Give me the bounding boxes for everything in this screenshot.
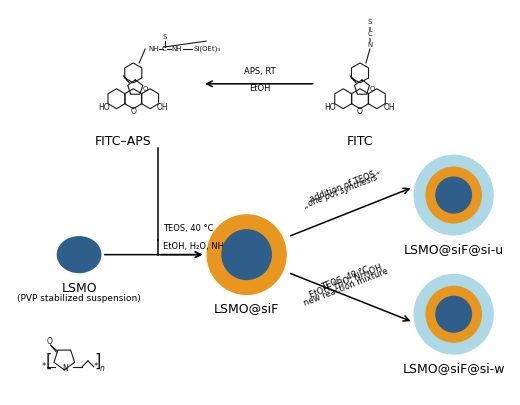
Text: N: N xyxy=(367,42,372,48)
Text: C: C xyxy=(368,31,372,37)
Text: OH: OH xyxy=(157,103,168,112)
Text: OH: OH xyxy=(384,103,395,112)
Text: „one pot synthesis“: „one pot synthesis“ xyxy=(303,171,383,210)
Text: new reaction mixture: new reaction mixture xyxy=(302,267,389,308)
Text: TEOS, 40 °C: TEOS, 40 °C xyxy=(320,266,371,292)
Text: TEOS, 40 °C: TEOS, 40 °C xyxy=(163,224,213,233)
Text: LSMO@siF: LSMO@siF xyxy=(214,302,279,315)
Text: O: O xyxy=(47,337,53,345)
Circle shape xyxy=(436,177,472,213)
Text: O: O xyxy=(131,107,136,116)
Text: HO: HO xyxy=(324,103,336,112)
Text: FITC: FITC xyxy=(347,135,373,149)
Text: NH: NH xyxy=(148,46,159,52)
Text: EtOH: EtOH xyxy=(249,84,270,93)
Text: EtOH, H₂O, NH₄OH: EtOH, H₂O, NH₄OH xyxy=(308,264,383,301)
Text: =: = xyxy=(368,25,374,31)
Text: LSMO@siF@si-u: LSMO@siF@si-u xyxy=(404,243,504,256)
Circle shape xyxy=(426,167,482,223)
Text: S: S xyxy=(368,19,372,25)
Text: =: = xyxy=(368,36,374,42)
Text: addition of TEOS: addition of TEOS xyxy=(308,170,377,204)
Text: EtOH, H₂O, NH₄OH: EtOH, H₂O, NH₄OH xyxy=(163,242,240,251)
Circle shape xyxy=(436,296,472,332)
Text: S: S xyxy=(162,34,166,40)
Text: O: O xyxy=(142,86,148,92)
Text: [: [ xyxy=(45,353,52,371)
Text: ]: ] xyxy=(95,353,101,371)
Circle shape xyxy=(414,156,493,235)
Text: APS, RT: APS, RT xyxy=(244,67,275,76)
Text: LSMO: LSMO xyxy=(61,282,97,296)
Text: Si(OEt)₃: Si(OEt)₃ xyxy=(193,46,220,52)
Text: N: N xyxy=(62,364,68,373)
Circle shape xyxy=(414,275,493,354)
Text: C: C xyxy=(162,46,166,52)
Text: *: * xyxy=(94,362,98,371)
Text: *: * xyxy=(42,362,46,371)
Circle shape xyxy=(207,215,286,294)
Ellipse shape xyxy=(57,237,101,273)
Text: HO: HO xyxy=(98,103,110,112)
Circle shape xyxy=(426,286,482,342)
Text: LSMO@siF@si-w: LSMO@siF@si-w xyxy=(402,362,505,375)
Text: O: O xyxy=(357,107,363,116)
Text: (PVP stabilized suspension): (PVP stabilized suspension) xyxy=(17,294,141,303)
Circle shape xyxy=(222,230,271,279)
Text: FITC–APS: FITC–APS xyxy=(95,135,152,149)
Text: O: O xyxy=(369,86,374,92)
Text: n: n xyxy=(100,364,105,373)
Text: NH: NH xyxy=(172,46,182,52)
